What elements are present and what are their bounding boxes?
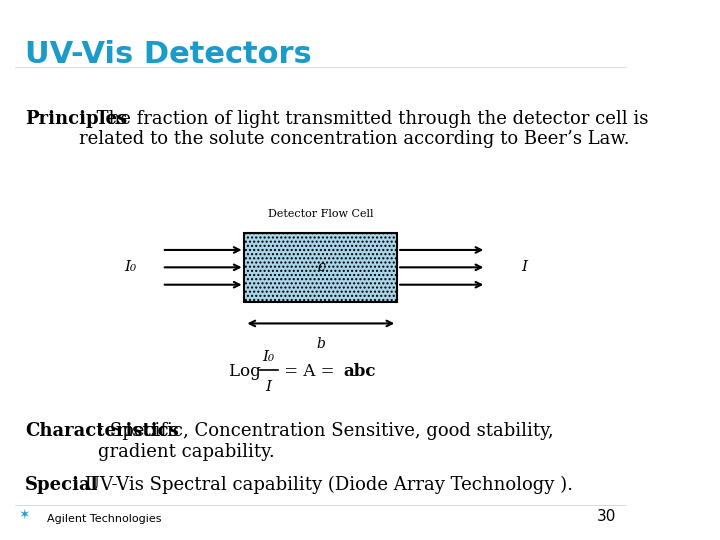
Text: I₀: I₀ [124, 260, 136, 274]
Text: c: c [317, 260, 325, 274]
Text: b: b [316, 337, 325, 351]
Text: I₀: I₀ [263, 349, 275, 363]
Text: I: I [266, 380, 271, 394]
Text: Agilent Technologies: Agilent Technologies [48, 514, 162, 524]
Text: : Specific, Concentration Sensitive, good stability,
gradient capability.: : Specific, Concentration Sensitive, goo… [98, 422, 554, 461]
Text: :  The fraction of light transmitted through the detector cell is
related to the: : The fraction of light transmitted thro… [79, 110, 649, 148]
Text: Special: Special [25, 476, 99, 494]
Text: Log: Log [228, 363, 266, 380]
Text: abc: abc [343, 363, 376, 380]
Text: UV-Vis Detectors: UV-Vis Detectors [25, 40, 312, 69]
Text: = A =: = A = [279, 363, 341, 380]
Text: Detector Flow Cell: Detector Flow Cell [268, 209, 374, 219]
Text: Principles: Principles [25, 110, 127, 127]
Text: ✶: ✶ [19, 508, 30, 522]
Text: : UV-Vis Spectral capability (Diode Array Technology ).: : UV-Vis Spectral capability (Diode Arra… [73, 476, 572, 494]
Text: Characteristics: Characteristics [25, 422, 179, 440]
Text: 30: 30 [598, 509, 616, 524]
Text: I: I [521, 260, 527, 274]
Bar [245, 233, 397, 302]
